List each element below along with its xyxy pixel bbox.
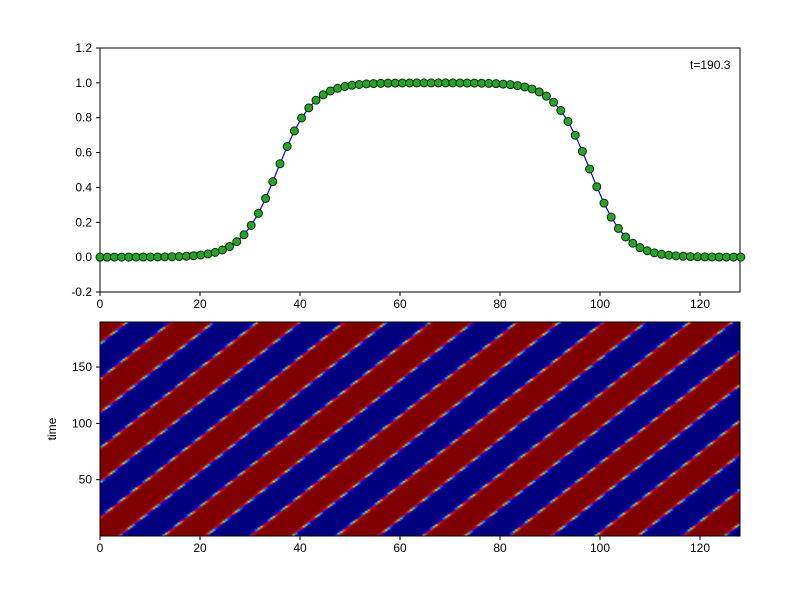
profile-marker (578, 147, 586, 155)
xtick-label: 100 (590, 541, 610, 555)
time-annotation: t=190.3 (690, 58, 731, 72)
profile-marker (629, 239, 637, 247)
profile-marker (254, 209, 262, 217)
profile-marker (283, 142, 291, 150)
xtick-label: 20 (193, 297, 207, 311)
xtick-label: 80 (493, 541, 507, 555)
profile-marker (240, 231, 248, 239)
ytick-label: 100 (72, 416, 92, 430)
profile-marker (262, 195, 270, 203)
xtick-label: 0 (97, 541, 104, 555)
xtick-label: 40 (293, 297, 307, 311)
xtick-label: 20 (193, 541, 207, 555)
profile-marker (650, 249, 658, 257)
ytick-label: 50 (79, 473, 93, 487)
profile-marker (542, 92, 550, 100)
ylabel: time (45, 417, 59, 440)
xtick-label: 60 (393, 541, 407, 555)
profile-marker (341, 83, 349, 91)
profile-marker (607, 213, 615, 221)
profile-marker (298, 114, 306, 122)
profile-marker (571, 131, 579, 139)
profile-marker (305, 104, 313, 112)
profile-marker (197, 251, 205, 259)
xtick-label: 60 (393, 297, 407, 311)
ytick-label: 1.0 (75, 76, 92, 90)
xtick-label: 0 (97, 297, 104, 311)
profile-marker (658, 250, 666, 258)
profile-marker (269, 178, 277, 186)
profile-marker (319, 91, 327, 99)
xtick-label: 100 (590, 297, 610, 311)
profile-marker (557, 107, 565, 115)
ytick-label: -0.2 (71, 285, 92, 299)
profile-marker (204, 250, 212, 258)
xtick-label: 40 (293, 541, 307, 555)
profile-marker (564, 117, 572, 125)
heatmap-image (100, 322, 740, 536)
profile-marker (535, 88, 543, 96)
profile-marker (226, 243, 234, 251)
ytick-label: 0.2 (75, 215, 92, 229)
profile-marker (614, 224, 622, 232)
profile-marker (247, 221, 255, 229)
profile-marker (290, 127, 298, 135)
figure-container: 0 20 40 60 80 100 120 -0.2 0.0 0.2 0.4 0.6 0.8 1.0 1.2… (0, 0, 800, 600)
ytick-label: 1.2 (75, 41, 92, 55)
profile-marker (233, 238, 241, 246)
profile-line (100, 83, 741, 257)
ytick-label: 0.4 (75, 180, 92, 194)
xtick-label: 120 (690, 297, 710, 311)
top-chart: 0 20 40 60 80 100 120 -0.2 0.0 0.2 0.4 0.6 0.8 1.0 1.2… (71, 41, 744, 311)
profile-marker (586, 165, 594, 173)
profile-marker (600, 199, 608, 207)
profile-marker (737, 253, 745, 261)
ytick-label: 150 (72, 360, 92, 374)
profile-marker (622, 233, 630, 241)
ytick-label: 0.6 (75, 146, 92, 160)
bottom-chart: 0 20 40 60 80 100 120 50 100 150 time (45, 322, 740, 555)
profile-marker (312, 96, 320, 104)
chart-svg: 0 20 40 60 80 100 120 -0.2 0.0 0.2 0.4 0.6 0.8 1.0 1.2… (0, 0, 800, 600)
ytick-label: 0.0 (75, 250, 92, 264)
xtick-label: 120 (690, 541, 710, 555)
profile-marker (334, 84, 342, 92)
profile-marker (550, 98, 558, 106)
ytick-label: 0.8 (75, 111, 92, 125)
profile-marker (593, 183, 601, 191)
profile-marker (514, 82, 522, 90)
xtick-label: 80 (493, 297, 507, 311)
profile-marker (276, 160, 284, 168)
